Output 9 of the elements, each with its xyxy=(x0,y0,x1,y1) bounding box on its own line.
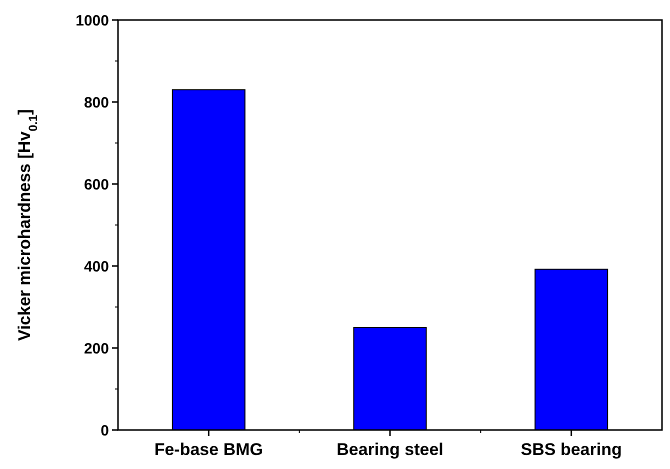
y-tick-label: 200 xyxy=(84,340,109,358)
x-tick-label: SBS bearing xyxy=(520,440,622,459)
x-tick-label: Fe-base BMG xyxy=(154,440,263,459)
y-tick-label: 600 xyxy=(84,176,109,194)
x-tick-label: Bearing steel xyxy=(336,440,444,459)
y-tick-label: 400 xyxy=(84,258,109,276)
y-tick-label: 1000 xyxy=(76,12,109,30)
y-tick-label: 0 xyxy=(100,422,109,440)
y-tick-label: 800 xyxy=(84,94,109,112)
